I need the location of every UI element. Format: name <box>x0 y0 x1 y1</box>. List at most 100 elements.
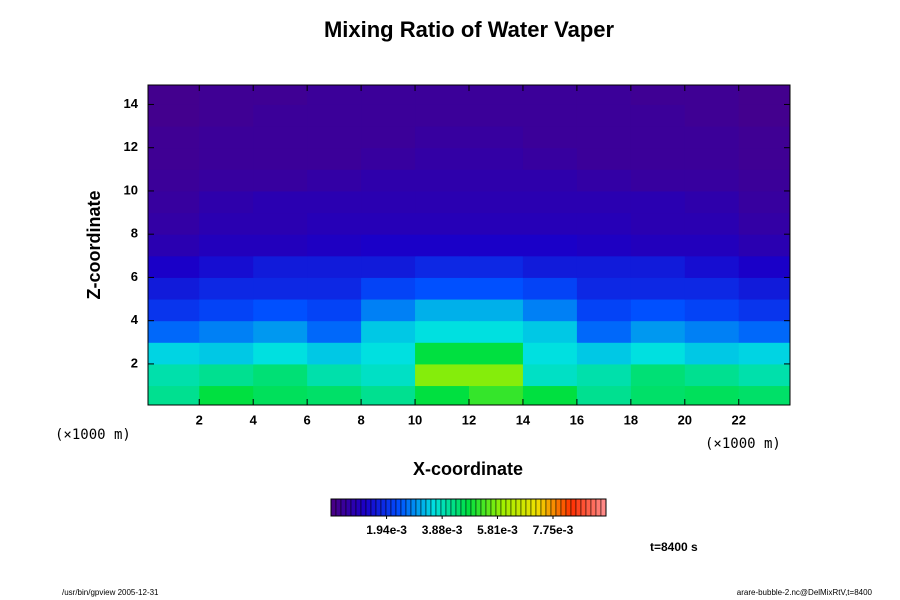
cell <box>522 255 578 278</box>
colorbar-swatch <box>520 498 527 517</box>
x-tick-label: 2 <box>196 412 203 427</box>
x-axis-label: X-coordinate <box>413 459 523 479</box>
y-axis-label: Z-coordinate <box>84 190 104 299</box>
cell <box>307 126 362 149</box>
colorbar-swatch <box>555 498 562 517</box>
colorbar-swatch <box>540 498 547 517</box>
cell <box>522 363 578 387</box>
x-tick-label: 22 <box>732 412 746 427</box>
colorbar-swatch <box>600 498 607 517</box>
cell <box>576 277 632 300</box>
cell <box>415 277 470 300</box>
cell <box>738 212 790 235</box>
cell <box>630 234 686 257</box>
colorbar-tick-label: 3.88e-3 <box>422 523 463 537</box>
colorbar-swatch <box>590 498 597 517</box>
cell <box>199 277 254 300</box>
cell <box>199 169 254 192</box>
cell <box>307 385 362 405</box>
x-tick-label: 18 <box>624 412 638 427</box>
time-annotation: t=8400 s <box>650 540 698 554</box>
colorbar-swatch <box>365 498 372 517</box>
cell <box>576 385 632 405</box>
colorbar-swatch <box>355 498 362 517</box>
cell <box>576 342 632 365</box>
cell <box>738 299 790 322</box>
colorbar-swatch <box>490 498 497 517</box>
cell <box>361 299 416 322</box>
cell <box>199 190 254 214</box>
cell <box>576 147 632 170</box>
cell <box>630 342 686 365</box>
y-tick-label: 6 <box>131 269 138 284</box>
cell <box>738 385 790 405</box>
colorbar-swatch <box>445 498 452 517</box>
cell <box>630 147 686 170</box>
colorbar-swatch <box>480 498 487 517</box>
cell <box>630 277 686 300</box>
colorbar-swatch <box>415 498 422 517</box>
cell <box>469 104 524 127</box>
colorbar-swatch <box>430 498 437 517</box>
cell <box>522 147 578 170</box>
cell <box>576 299 632 322</box>
colorbar-swatch <box>385 498 392 517</box>
colorbar-swatch <box>425 498 432 517</box>
cell <box>469 169 524 192</box>
cell <box>253 385 308 405</box>
cell <box>738 126 790 149</box>
cell <box>522 385 578 405</box>
colorbar-swatch <box>495 498 502 517</box>
cell <box>522 342 578 365</box>
cell <box>148 147 200 170</box>
cell <box>469 85 524 105</box>
y-tick-label: 4 <box>131 312 139 327</box>
cell <box>469 277 524 300</box>
cell <box>307 104 362 127</box>
colorbar-swatch <box>450 498 457 517</box>
cell <box>576 190 632 214</box>
cell <box>684 363 740 387</box>
cell <box>415 126 470 149</box>
colorbar-swatch <box>380 498 387 517</box>
cell <box>361 85 416 105</box>
cell <box>307 169 362 192</box>
cell <box>361 190 416 214</box>
cell <box>630 104 686 127</box>
cell <box>361 342 416 365</box>
cell <box>522 104 578 127</box>
cell <box>738 234 790 257</box>
x-tick-label: 6 <box>304 412 311 427</box>
cell <box>576 126 632 149</box>
colorbar-swatch <box>435 498 442 517</box>
cell <box>148 299 200 322</box>
cell <box>148 234 200 257</box>
cell <box>738 342 790 365</box>
cell <box>199 363 254 387</box>
cell <box>684 320 740 343</box>
cell <box>361 320 416 343</box>
colorbar-swatch <box>465 498 472 517</box>
colorbar-swatch <box>395 498 402 517</box>
colorbar-tick-label: 5.81e-3 <box>477 523 518 537</box>
cell <box>415 385 470 405</box>
cell <box>148 342 200 365</box>
cell <box>469 299 524 322</box>
colorbar-swatch <box>330 498 337 517</box>
cell <box>148 85 200 105</box>
x-tick-label: 12 <box>462 412 476 427</box>
cell <box>522 320 578 343</box>
cell <box>148 126 200 149</box>
colorbar-swatch <box>515 498 522 517</box>
cell <box>684 104 740 127</box>
cell <box>630 385 686 405</box>
cell <box>684 277 740 300</box>
cell <box>469 147 524 170</box>
cell <box>307 320 362 343</box>
cell <box>469 363 524 387</box>
cell <box>522 212 578 235</box>
cell <box>684 126 740 149</box>
cell <box>199 126 254 149</box>
cell <box>469 126 524 149</box>
cell <box>415 147 470 170</box>
